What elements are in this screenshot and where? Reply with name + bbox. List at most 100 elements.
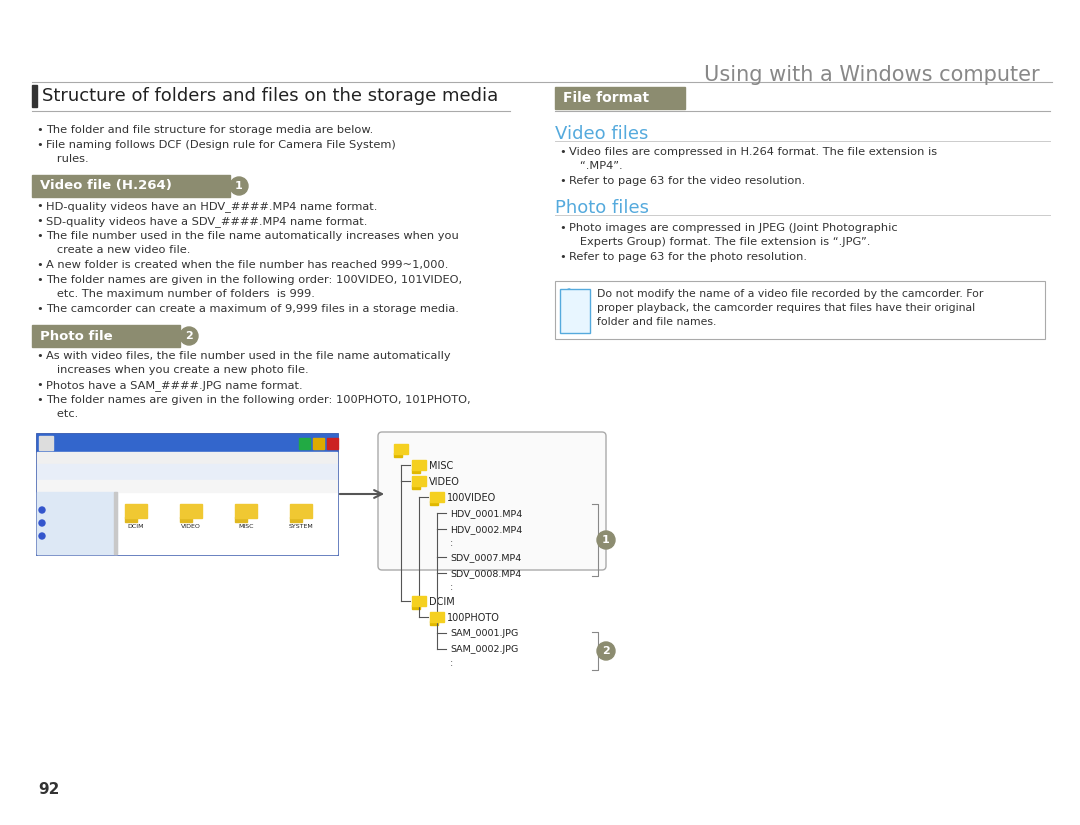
Text: Photos have a SAM_####.JPG name format.: Photos have a SAM_####.JPG name format. [46, 380, 302, 391]
Bar [430, 612, 444, 622]
Text: 92: 92 [38, 782, 59, 797]
Bar [555, 281, 1045, 339]
Bar [37, 492, 337, 554]
Text: Experts Group) format. The file extension is “.JPG”.: Experts Group) format. The file extensio… [569, 237, 870, 247]
Bar [327, 438, 338, 449]
Bar [125, 517, 137, 522]
Text: File and Folder Tasks: File and Folder Tasks [40, 496, 106, 501]
Bar [39, 436, 53, 450]
Text: •: • [36, 304, 43, 314]
Bar [394, 453, 402, 457]
Text: proper playback, the camcorder requires that files have their original: proper playback, the camcorder requires … [597, 303, 975, 313]
Text: increases when you create a new photo file.: increases when you create a new photo fi… [46, 365, 309, 375]
Circle shape [39, 533, 45, 539]
Bar [32, 175, 230, 197]
Text: •: • [36, 351, 43, 361]
Text: Structure of folders and files on the storage media: Structure of folders and files on the st… [42, 87, 498, 105]
Text: •: • [36, 216, 43, 226]
Text: etc.: etc. [46, 409, 78, 419]
Text: folder and file names.: folder and file names. [597, 317, 716, 327]
Circle shape [230, 177, 248, 195]
Text: SDV_0008.MP4: SDV_0008.MP4 [450, 569, 522, 578]
Bar [394, 444, 408, 454]
Bar [411, 469, 420, 473]
Text: A new folder is created when the file number has reached 999~1,000.: A new folder is created when the file nu… [46, 260, 448, 270]
Bar [37, 480, 337, 492]
FancyBboxPatch shape [378, 432, 606, 570]
Text: 100PHOTO: 100PHOTO [447, 613, 500, 623]
Text: •: • [36, 125, 43, 135]
Bar [411, 485, 420, 489]
Bar [411, 476, 426, 486]
Text: SAM_0001.JPG: SAM_0001.JPG [450, 629, 518, 638]
Bar [37, 464, 337, 480]
Text: File format: File format [563, 91, 649, 105]
Text: •: • [36, 380, 43, 390]
Text: File naming follows DCF (Design rule for Camera File System): File naming follows DCF (Design rule for… [46, 140, 395, 150]
Text: Video file (H.264): Video file (H.264) [40, 180, 172, 192]
Text: The camcorder can create a maximum of 9,999 files in a storage media.: The camcorder can create a maximum of 9,… [46, 304, 459, 314]
Circle shape [180, 327, 198, 345]
Bar [430, 501, 438, 505]
Bar [235, 517, 247, 522]
Bar [37, 434, 337, 452]
Text: Share this folder: Share this folder [48, 533, 96, 538]
Bar [561, 289, 590, 333]
Text: MISC: MISC [239, 524, 254, 529]
Text: SDV_0007.MP4: SDV_0007.MP4 [450, 553, 522, 562]
Text: The file number used in the file name automatically increases when you: The file number used in the file name au… [46, 231, 459, 241]
Text: Photo file: Photo file [40, 329, 112, 342]
Text: SYSTEM: SYSTEM [288, 524, 313, 529]
Text: Photo images are compressed in JPEG (Joint Photographic: Photo images are compressed in JPEG (Joi… [569, 223, 897, 233]
Text: •: • [36, 275, 43, 285]
Text: DCIM: DCIM [127, 524, 145, 529]
Text: Video files: Video files [555, 125, 648, 143]
Text: File   Edit   View   Favorites   Tools   Help: File Edit View Favorites Tools Help [41, 453, 175, 459]
Bar [125, 504, 147, 518]
FancyArrowPatch shape [340, 490, 382, 498]
Circle shape [597, 531, 615, 549]
Text: VIDEO: VIDEO [181, 524, 201, 529]
Text: Publish this folder: Publish this folder [48, 520, 99, 525]
Text: The folder and file structure for storage media are below.: The folder and file structure for storag… [46, 125, 374, 135]
Bar [37, 434, 337, 554]
Text: •: • [36, 231, 43, 241]
Text: •: • [559, 147, 566, 157]
Bar [430, 492, 444, 502]
Text: •: • [36, 260, 43, 270]
Bar [411, 460, 426, 470]
Text: HDV_0001.MP4: HDV_0001.MP4 [450, 509, 523, 518]
Text: DCIM: DCIM [429, 597, 455, 607]
Bar [555, 87, 685, 109]
Text: Make a new folder: Make a new folder [48, 507, 102, 512]
Text: •: • [559, 176, 566, 186]
Bar [430, 621, 438, 625]
Text: Video files are compressed in H.264 format. The file extension is: Video files are compressed in H.264 form… [569, 147, 937, 157]
Text: ✎: ✎ [565, 287, 578, 302]
Text: rules.: rules. [46, 154, 89, 164]
Text: MISC: MISC [429, 461, 454, 471]
Text: HDV_0002.MP4: HDV_0002.MP4 [450, 525, 523, 534]
Text: Using with a Windows computer: Using with a Windows computer [704, 65, 1040, 85]
Bar [411, 596, 426, 606]
Text: HD-quality videos have an HDV_####.MP4 name format.: HD-quality videos have an HDV_####.MP4 n… [46, 201, 377, 212]
Text: Removable Disk (E:): Removable Disk (E:) [57, 435, 134, 444]
Text: 2: 2 [603, 646, 610, 656]
Circle shape [597, 642, 615, 660]
Text: Refer to page 63 for the video resolution.: Refer to page 63 for the video resolutio… [569, 176, 806, 186]
Text: :: : [450, 658, 454, 668]
Text: 1: 1 [235, 181, 243, 191]
Text: •: • [36, 395, 43, 405]
Text: The folder names are given in the following order: 100PHOTO, 101PHOTO,: The folder names are given in the follow… [46, 395, 471, 405]
Circle shape [39, 507, 45, 513]
Bar [32, 85, 37, 107]
Circle shape [39, 520, 45, 526]
Bar [411, 605, 420, 609]
Text: etc. The maximum number of folders  is 999.: etc. The maximum number of folders is 99… [46, 289, 315, 299]
Bar [32, 325, 180, 347]
Text: •: • [36, 201, 43, 211]
Text: Refer to page 63 for the photo resolution.: Refer to page 63 for the photo resolutio… [569, 252, 807, 262]
Bar [291, 517, 302, 522]
Text: :: : [450, 538, 454, 548]
Text: •: • [559, 252, 566, 262]
